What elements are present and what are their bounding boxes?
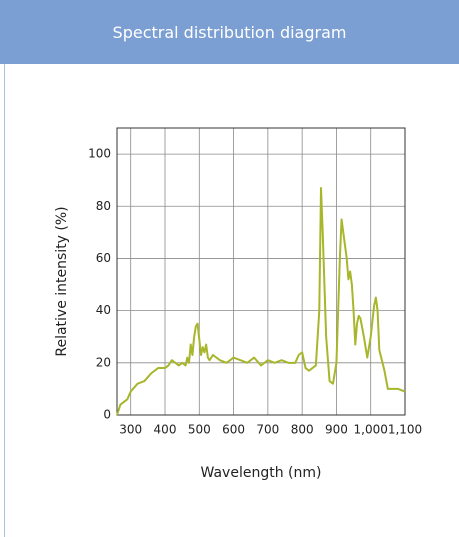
x-tick-label: 900 <box>325 423 348 437</box>
y-tick-label: 100 <box>88 147 111 161</box>
x-tick-label: 800 <box>291 423 314 437</box>
x-tick-label: 500 <box>188 423 211 437</box>
header: Spectral distribution diagram <box>0 0 459 64</box>
plot-frame <box>116 127 406 416</box>
x-tick-label: 700 <box>256 423 279 437</box>
x-tick-label: 600 <box>222 423 245 437</box>
y-tick-label: 60 <box>96 251 111 265</box>
y-tick-label: 80 <box>96 199 111 213</box>
x-axis-label: Wavelength (nm) <box>201 465 322 481</box>
y-tick-label: 0 <box>103 408 111 422</box>
x-tick-label: 1,100 <box>388 423 422 437</box>
spectrum-line <box>116 187 406 416</box>
card-edge <box>4 64 5 537</box>
x-tick-label: 300 <box>119 423 142 437</box>
y-tick-label: 20 <box>96 355 111 369</box>
x-tick-label: 1,000 <box>354 423 388 437</box>
x-tick-label: 400 <box>154 423 177 437</box>
y-tick-label: 40 <box>96 303 111 317</box>
y-axis-label: Relative intensity (%) <box>54 206 70 356</box>
